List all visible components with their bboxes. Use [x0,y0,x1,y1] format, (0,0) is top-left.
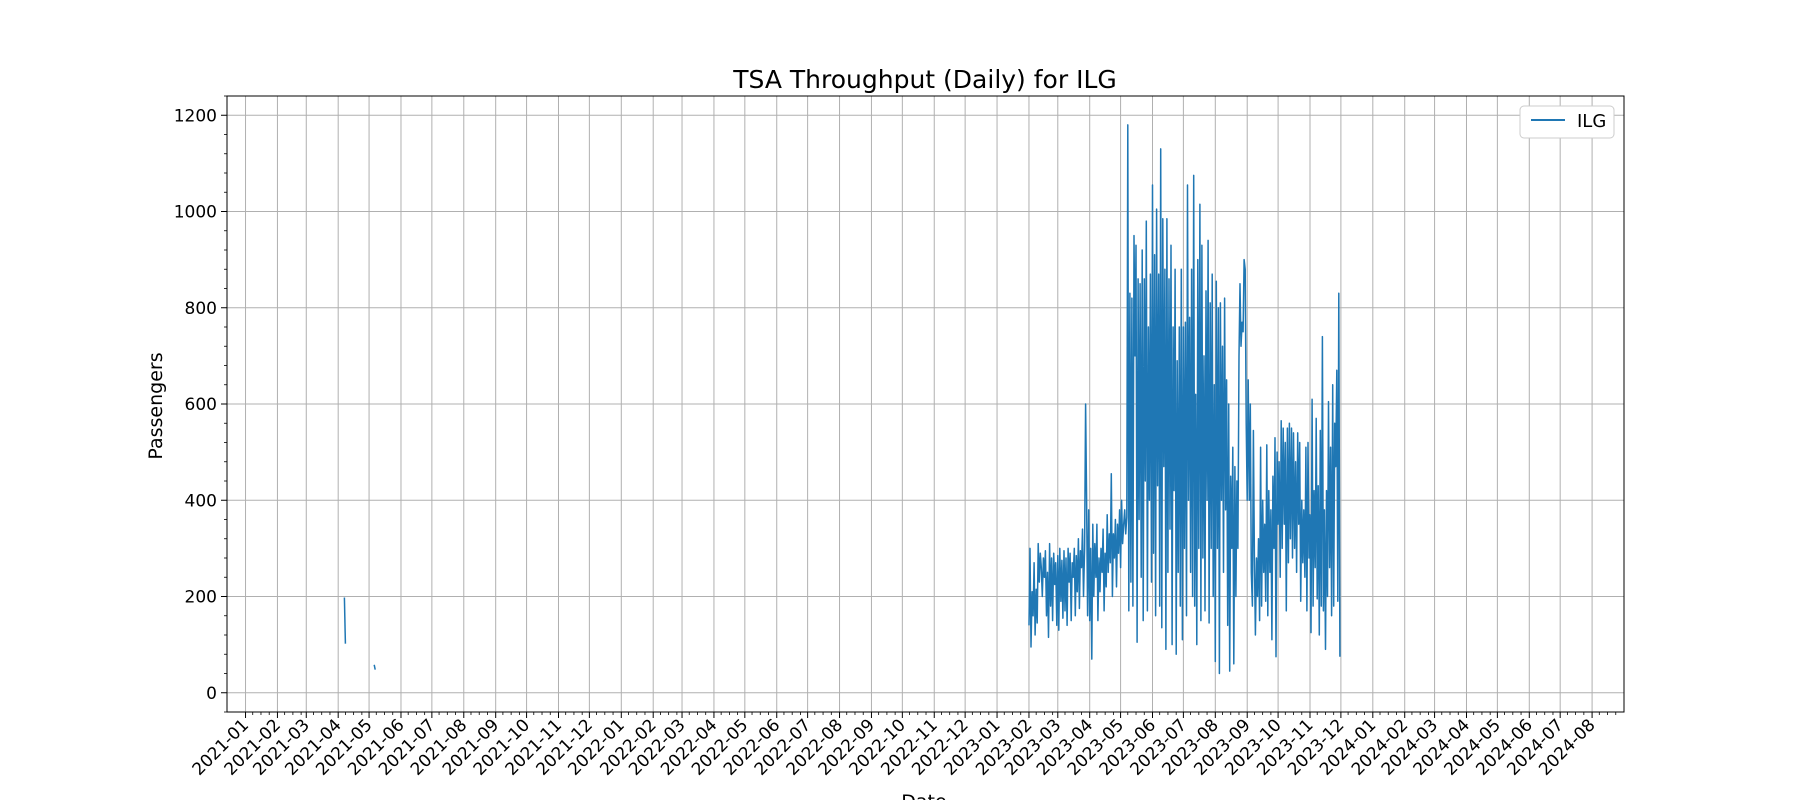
y-tick-label: 400 [185,491,217,511]
y-tick-label: 1000 [174,203,217,223]
y-tick-label: 200 [185,588,217,608]
series-line-ilg-segment-1 [373,664,376,670]
y-tick-label: 800 [185,299,217,319]
y-tick-label: 0 [206,684,217,704]
series-line-ilg-segment-2 [1028,124,1341,675]
y-tick-label: 600 [185,395,217,415]
chart-title: TSA Throughput (Daily) for ILG [732,65,1117,94]
legend-label-ilg: ILG [1577,111,1606,132]
series-lines [343,124,1341,675]
legend: ILG [1519,105,1615,139]
y-axis-label: Passengers [145,352,167,459]
series-line-ilg-segment-0 [343,597,347,644]
y-axis: 0 200 400 600 800 1000 1200 [174,95,227,713]
y-tick-label: 1200 [174,106,217,126]
x-axis-label: Date [901,791,946,800]
legend-box [1519,105,1615,139]
